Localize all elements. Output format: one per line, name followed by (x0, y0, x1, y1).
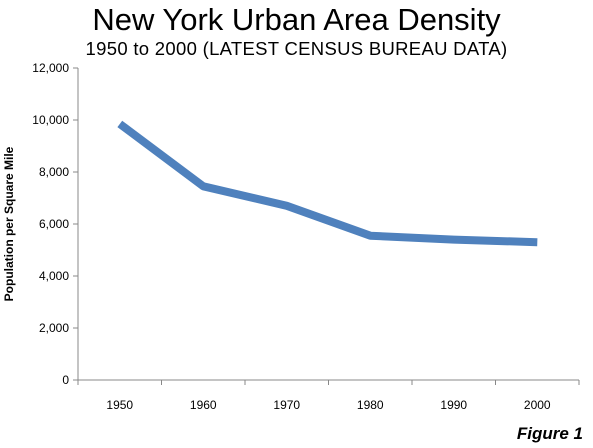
chart-subtitle: 1950 to 2000 (LATEST CENSUS BUREAU DATA) (85, 38, 508, 59)
x-tick-label: 1980 (357, 398, 384, 412)
x-tick-label: 1990 (440, 398, 467, 412)
y-tick-label: 0 (62, 373, 69, 387)
x-tick-label: 1960 (190, 398, 217, 412)
x-tick-label: 2000 (524, 398, 551, 412)
y-tick-label: 6,000 (39, 217, 69, 231)
y-tick-label: 8,000 (39, 165, 69, 179)
y-tick-label: 10,000 (32, 113, 69, 127)
y-axis-label: Population per Square Mile (2, 146, 16, 301)
chart-title: New York Urban Area Density (92, 2, 501, 37)
chart-series (117, 120, 538, 247)
chart-ticks: 0 2,000 4,000 6,000 8,000 10,000 12,000 1950 196… (32, 61, 580, 412)
x-tick-label: 1950 (106, 398, 133, 412)
y-tick-label: 12,000 (32, 61, 69, 75)
figure-label: Figure 1 (516, 424, 583, 443)
series-line (117, 120, 538, 247)
y-tick-label: 4,000 (39, 269, 69, 283)
x-tick-label: 1970 (273, 398, 300, 412)
y-tick-label: 2,000 (39, 321, 69, 335)
